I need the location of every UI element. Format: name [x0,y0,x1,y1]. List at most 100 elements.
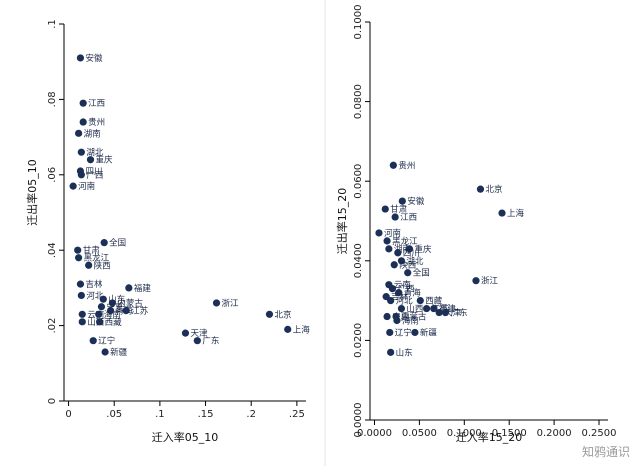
data-point-label: 重庆 [415,244,433,255]
data-point-label: 湖北 [406,257,424,267]
data-point-label: 黑龙江 [84,253,110,264]
data-point-label: 重庆 [95,155,113,166]
data-point [390,261,398,269]
data-point [89,337,97,345]
data-point [472,277,480,285]
data-point [386,328,394,337]
x-axis-title: 迁入率05_10 [152,430,219,444]
data-point-label: 浙江 [222,298,240,309]
data-point [76,280,85,288]
y-tick-label: 0.0400 [353,243,364,278]
data-point [416,297,424,305]
data-point [389,161,397,169]
data-point [85,261,93,269]
data-point-label: 安徽 [407,196,425,207]
data-point-label: 福建 [439,304,457,315]
y-tick-label: .1 [47,19,58,29]
data-point [193,337,201,345]
data-point-label: 广东 [202,336,219,347]
data-point-label: 辽宁 [98,336,115,347]
data-point-label: 河南 [78,181,95,192]
x-tick-label: .15 [198,409,214,420]
data-point-label: 四川 [85,167,102,177]
data-point-label: 辽宁 [395,327,412,338]
data-point-label: 新疆 [420,327,438,338]
x-tick-label: .25 [289,409,305,420]
data-point [79,99,87,107]
data-point [430,304,438,313]
data-point-label: 河北 [86,290,104,301]
data-point-label: 江西 [400,213,417,223]
y-axis-title: 迁出率15_20 [335,188,349,255]
data-point [77,291,85,300]
data-point [398,197,406,205]
data-point [99,295,107,303]
data-point-label: 甘肃 [390,204,408,215]
data-point-label: 江西 [88,99,105,109]
data-point-label: 湖北 [86,148,104,158]
data-point-label: 海南 [402,316,419,327]
data-point-label: 青海 [404,288,422,299]
x-tick-label: 0.2000 [537,428,572,439]
y-tick-label: .08 [47,91,58,107]
data-point-label: 福建 [134,283,152,294]
x-tick-label: 0.1500 [492,428,527,439]
x-tick-label: 0.2500 [582,428,617,439]
data-point [441,308,450,317]
data-point [75,254,83,262]
right-scatter-panel: 0.0000 0.0500 0.1000 0.1500 0.2000 0.2500 0.00… [335,5,617,445]
data-point [422,304,431,313]
x-tick-label: .1 [155,409,165,420]
data-point-label: 广东 [450,308,467,319]
data-point [77,171,85,179]
y-tick-label: .02 [47,318,58,334]
data-point-label: 上海 [293,324,311,335]
data-point [405,245,414,253]
x-tick-label: .05 [106,409,122,420]
data-point [395,289,403,297]
y-tick-label: 0.1000 [353,5,364,40]
y-tick-label: .06 [47,167,58,183]
data-point-label: 吉林 [391,292,409,303]
data-point-label: 江苏 [131,306,149,317]
data-point-label: 天津 [190,328,208,339]
data-point [435,308,443,317]
data-point [383,237,391,245]
panel-divider [324,0,326,466]
data-point [265,310,274,318]
data-point [108,299,116,307]
y-tick-label: 0 [47,398,58,404]
data-point [388,285,397,293]
data-point [77,148,85,156]
data-point-label: 广西 [86,170,103,181]
x-tick-label: 0.0500 [402,428,437,439]
data-point-label: 吉林 [85,279,103,290]
x-tick-label: 0.0000 [357,428,392,439]
data-point [387,297,395,305]
data-point [97,303,106,311]
data-point [95,310,103,318]
data-point-label: 全国 [109,238,126,249]
y-tick-label: 0.0600 [353,164,364,199]
data-point-label: 海南 [104,309,121,320]
data-point-label: 新疆 [110,347,128,358]
data-point-label: 黑龙江 [392,236,418,247]
data-point [393,316,401,325]
y-tick-label: 0.0800 [353,84,364,119]
data-point [284,325,292,333]
data-point-label: 云南 [394,280,411,291]
data-point [74,246,82,254]
x-tick-label: 0.1000 [447,428,482,439]
data-point-label: 四川 [403,249,420,259]
data-point-label: 江苏 [432,304,450,315]
data-point-label: 陕西 [399,260,416,271]
data-point [381,205,389,213]
data-point [96,318,104,326]
data-point [75,129,83,137]
watermark-text: 知鸦通识 [581,445,630,459]
data-point-label: 全国 [413,268,430,279]
data-point [397,257,406,265]
data-point-label: 西藏 [105,317,123,328]
data-point [69,182,77,190]
